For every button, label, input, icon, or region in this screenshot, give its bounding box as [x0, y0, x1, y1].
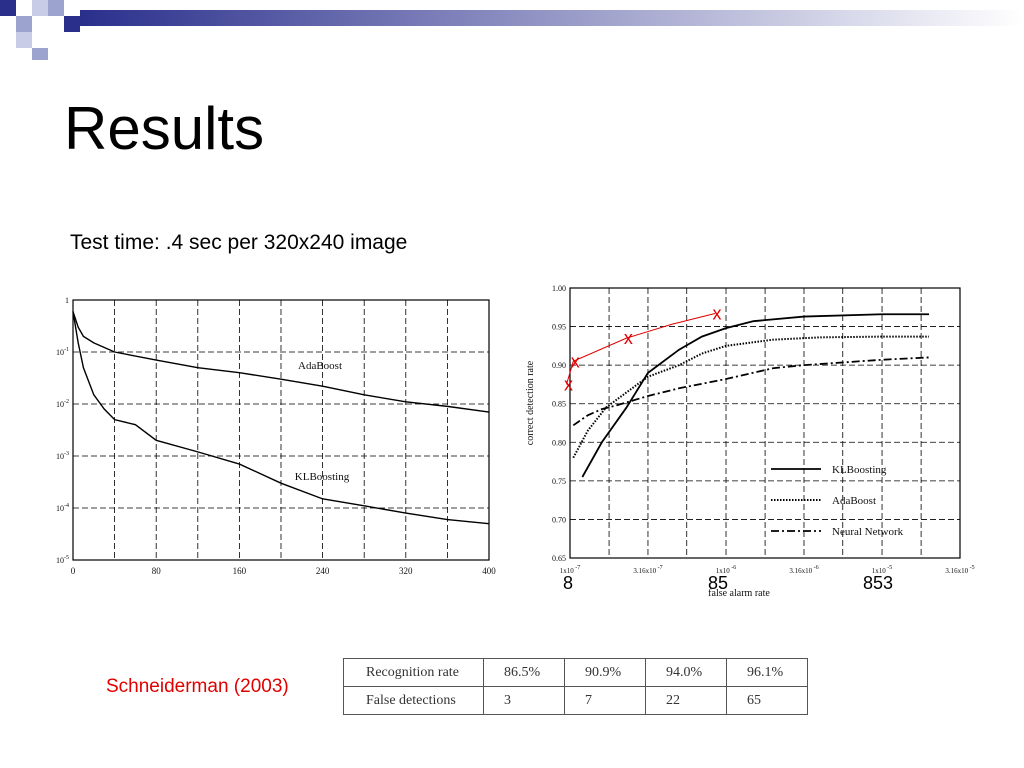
y-tick-exponent: -5	[64, 555, 69, 561]
y-tick-label: 1.00	[552, 284, 566, 293]
x-tick-label: 240	[316, 566, 330, 576]
table-cell: 90.9%	[564, 658, 646, 687]
table-cell: 7	[564, 686, 646, 715]
y-tick-exponent: -1	[64, 347, 69, 353]
x-tick-label: 1x10 -6	[716, 565, 737, 575]
x-tick-exponent: -7	[574, 565, 581, 571]
series-label: KLBoosting	[295, 471, 350, 483]
slide-title: Results	[64, 95, 265, 162]
x-tick-label: 1x10 -5	[872, 565, 893, 575]
table-cell: 96.1%	[726, 658, 808, 687]
series-line	[72, 311, 490, 525]
y-tick-label: 0.90	[552, 361, 566, 370]
y-axis-label: correct detection rate	[525, 360, 536, 445]
reference-citation: Schneiderman (2003)	[106, 676, 289, 697]
y-tick-label: 10-1	[56, 347, 69, 357]
right-chart: 1.00 0.95 0.90 0.85 0.80 0.75 0.70 0.65 1x10 -7…	[525, 284, 975, 599]
y-tick-label: 10-2	[56, 399, 69, 409]
y-tick-label: 0.80	[552, 438, 566, 447]
y-tick-label: 10-5	[56, 555, 69, 565]
x-tick-label: 400	[482, 566, 496, 576]
series-label: AdaBoost	[298, 360, 342, 372]
x-tick-label: 80	[152, 566, 162, 576]
table-row: Recognition rate 86.5% 90.9% 94.0% 96.1%	[343, 658, 808, 687]
slide-subtitle: Test time: .4 sec per 320x240 image	[70, 231, 408, 254]
table-cell: 22	[645, 686, 727, 715]
x-tick-label: 160	[233, 566, 247, 576]
x-tick-label: 320	[399, 566, 413, 576]
table-cell: 3	[483, 686, 565, 715]
annotation-x-mark: x	[564, 374, 573, 394]
y-tick-label: 1	[65, 296, 69, 305]
annotation-x-mark: x	[713, 303, 722, 323]
y-tick-label: 0.70	[552, 515, 566, 524]
y-tick-label: 0.95	[552, 323, 566, 332]
legend-label: KLBoosting	[832, 464, 887, 476]
table-cell: Recognition rate	[343, 658, 484, 687]
y-tick-exponent: -2	[64, 399, 69, 405]
x-tick-exponent: -5	[968, 565, 975, 571]
y-tick-label: 10-4	[56, 503, 69, 513]
table-cell: False detections	[343, 686, 484, 715]
y-tick-label: 0.85	[552, 400, 566, 409]
table-cell: 86.5%	[483, 658, 565, 687]
false-detections-label-1: 8	[563, 573, 574, 593]
x-tick-exponent: -7	[656, 565, 663, 571]
legend-label: Neural Network	[832, 526, 904, 538]
table-row: False detections 3 7 22 65	[343, 686, 808, 715]
series-line	[581, 313, 930, 478]
x-tick-exponent: -6	[730, 565, 737, 571]
false-detections-label-2: 85	[708, 573, 729, 593]
slide-header-decoration	[0, 0, 1024, 60]
left-chart: 1 10-1 10-2 10-3 10-4 10-5 0 80 160 240 320 400 Ad…	[56, 296, 496, 576]
x-axis-label: false alarm rate	[708, 588, 770, 599]
annotation-line	[566, 312, 716, 385]
x-tick-exponent: -6	[812, 565, 819, 571]
legend-label: AdaBoost	[832, 495, 876, 507]
series-line	[572, 335, 930, 459]
y-tick-exponent: -3	[64, 451, 69, 457]
x-tick-label: 0	[71, 566, 76, 576]
x-tick-label: 3.16x10 -7	[633, 565, 662, 575]
y-tick-label: 10-3	[56, 451, 69, 461]
table-cell: 94.0%	[645, 658, 727, 687]
results-table: Recognition rate 86.5% 90.9% 94.0% 96.1%…	[343, 658, 808, 715]
x-tick-label: 3.16x10 -6	[789, 565, 818, 575]
y-tick-label: 0.65	[552, 554, 566, 563]
false-detections-label-3: 853	[863, 573, 894, 593]
table-cell: 65	[726, 686, 808, 715]
series-line	[72, 311, 490, 413]
x-tick-exponent: -5	[886, 565, 893, 571]
series-line	[572, 356, 930, 427]
x-tick-label: 1x10 -7	[560, 565, 581, 575]
x-tick-label: 3.16x10 -5	[945, 565, 974, 575]
y-tick-exponent: -4	[64, 503, 69, 509]
annotation-x-mark: x	[571, 351, 580, 371]
y-tick-label: 0.75	[552, 477, 566, 486]
annotation-x-mark: x	[624, 328, 633, 348]
